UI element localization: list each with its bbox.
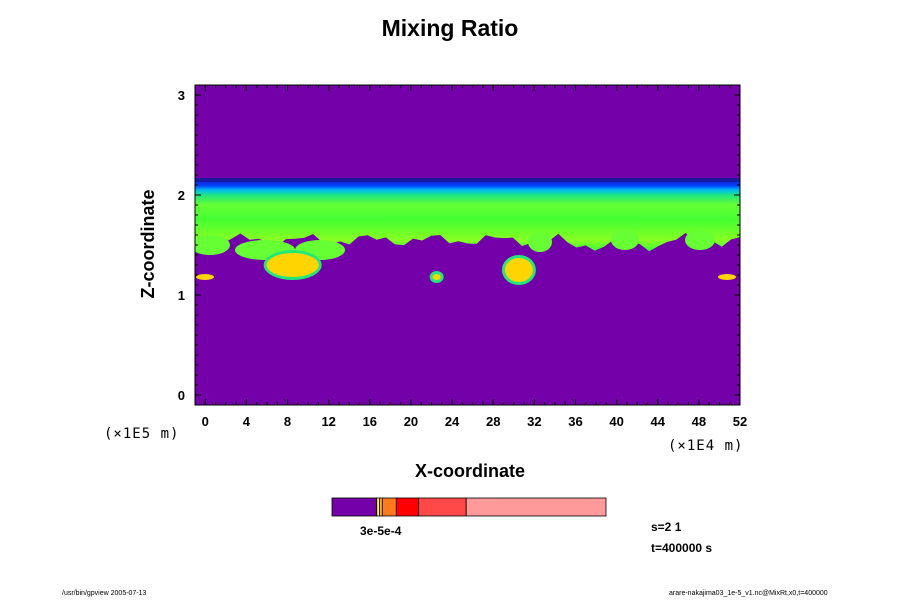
x-tick-label: 44 [651, 414, 666, 429]
x-tick-label: 12 [321, 414, 335, 429]
x-scale-note: (×1E4 m) [668, 438, 744, 454]
x-tick-label: 20 [404, 414, 418, 429]
layer-band [195, 180, 740, 252]
feature-core [504, 258, 533, 282]
colorbar-segment [381, 497, 397, 517]
y-tick-label: 2 [178, 188, 185, 203]
x-tick-label: 24 [445, 414, 460, 429]
x-axis-label: X-coordinate [414, 461, 525, 481]
feature-core [266, 253, 319, 277]
x-tick-label: 4 [243, 414, 251, 429]
colorbar-segment [465, 497, 607, 517]
chart-title: Mixing Ratio [381, 15, 519, 41]
feature-core [432, 274, 441, 280]
x-tick-label: 40 [609, 414, 623, 429]
layer-top-edge [195, 178, 740, 182]
x-tick-label: 16 [363, 414, 377, 429]
x-tick-label: 28 [486, 414, 500, 429]
layer-lobe [195, 235, 230, 255]
y-tick-label: 3 [178, 88, 185, 103]
x-tick-label: 0 [202, 414, 209, 429]
colorbar-segment [331, 497, 378, 517]
layer-lobe [528, 232, 552, 252]
colorbar-label: 3e-5e-4 [360, 524, 402, 538]
layer-lobe [685, 230, 715, 250]
colorbar-segment [379, 497, 383, 517]
y-scale-note: (×1E5 m) [104, 426, 180, 442]
x-tick-label: 52 [733, 414, 747, 429]
colorbar [331, 497, 607, 517]
time-text: t=400000 s [651, 541, 713, 555]
footer-command: /usr/bin/gpview 2005-07-13 [62, 590, 147, 597]
colorbar-segment [395, 497, 420, 517]
edge-blob [196, 274, 214, 280]
y-axis-label: Z-coordinate [138, 189, 158, 299]
y-tick-label: 1 [178, 288, 185, 303]
footer-file: arare-nakajima03_1e-5_v1.nc@MixRt,x0,t=4… [669, 590, 828, 597]
colorbar-segment [376, 497, 380, 517]
edge-blob [718, 274, 736, 280]
y-tick-label: 0 [178, 388, 185, 403]
layer-lobe [611, 230, 639, 250]
x-tick-label: 32 [527, 414, 541, 429]
s-value-text: s=2 1 [651, 520, 682, 534]
x-tick-label: 8 [284, 414, 291, 429]
colorbar-segment [418, 497, 467, 517]
x-tick-label: 36 [568, 414, 582, 429]
x-tick-label: 48 [692, 414, 706, 429]
